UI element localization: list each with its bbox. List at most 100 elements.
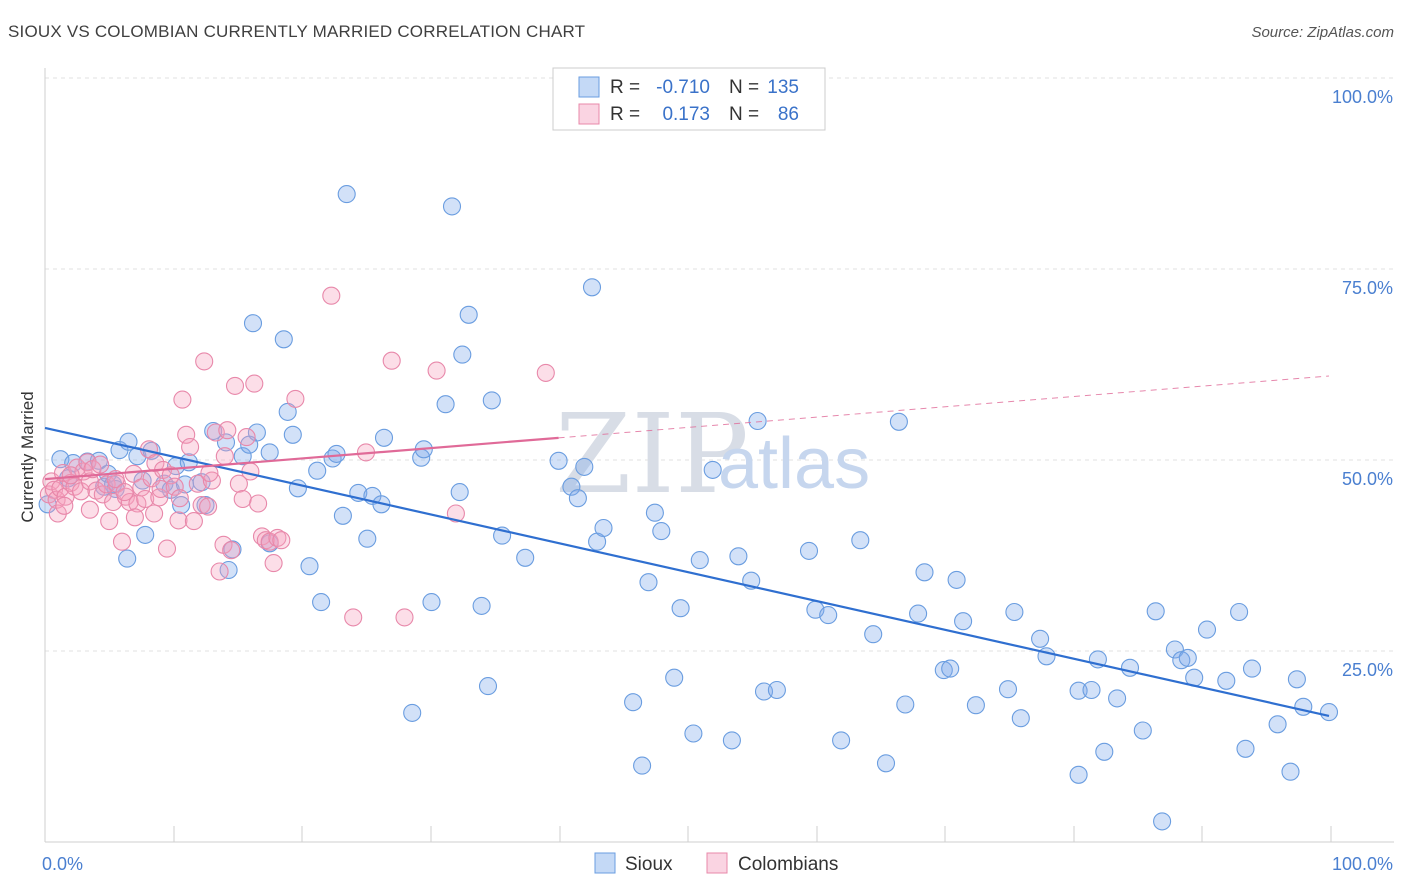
data-point-sioux	[337, 185, 356, 204]
data-point-sioux	[283, 425, 302, 444]
data-point-colombians	[215, 447, 234, 466]
data-point-colombians	[395, 608, 414, 627]
data-point-sioux	[568, 489, 587, 508]
data-point-sioux	[1197, 620, 1217, 639]
data-point-colombians	[286, 389, 305, 408]
legend-r-label-2: R =	[610, 104, 640, 125]
legend-n-value-1: 135	[767, 77, 799, 98]
data-point-sioux	[665, 668, 684, 687]
data-point-colombians	[382, 351, 401, 370]
chart-title: SIOUX VS COLOMBIAN CURRENTLY MARRIED COR…	[8, 22, 586, 41]
data-point-sioux	[436, 395, 455, 414]
data-point-sioux	[472, 596, 491, 615]
data-point-colombians	[157, 539, 177, 558]
data-point-sioux	[819, 606, 838, 625]
data-point-colombians	[427, 361, 446, 380]
data-point-colombians	[206, 423, 225, 442]
data-point-sioux	[1217, 671, 1236, 690]
legend-swatch-colombians	[578, 103, 600, 125]
data-point-sioux	[594, 518, 613, 538]
data-points	[38, 185, 1339, 831]
bottom-legend-label-sioux: Sioux	[625, 854, 673, 875]
data-point-colombians	[145, 504, 164, 523]
data-point-colombians	[272, 531, 291, 550]
data-point-sioux	[767, 680, 786, 700]
legend-r-label-1: R =	[610, 77, 640, 98]
x-tick-label: 0.0%	[42, 854, 83, 874]
trend-line-sioux	[44, 426, 1330, 718]
trend-line-colombians-projection	[558, 375, 1330, 439]
data-point-sioux	[729, 547, 748, 566]
data-point-sioux	[998, 680, 1018, 699]
data-point-sioux	[684, 724, 703, 743]
bottom-legend-label-colombians: Colombians	[738, 854, 838, 875]
legend-n-value-2: 86	[778, 104, 799, 125]
data-point-colombians	[173, 390, 192, 409]
data-point-sioux	[403, 703, 422, 722]
data-point-sioux	[639, 573, 658, 592]
data-point-sioux	[1069, 681, 1088, 700]
data-point-sioux	[954, 612, 973, 631]
data-point-colombians	[80, 500, 99, 519]
axes	[44, 68, 1394, 843]
data-point-sioux	[671, 599, 690, 618]
y-tick-label: 25.0%	[1342, 660, 1393, 680]
data-point-colombians	[237, 428, 256, 447]
data-point-sioux	[652, 522, 671, 541]
data-point-colombians	[536, 363, 555, 382]
data-point-sioux	[1153, 812, 1172, 831]
watermark-atlas: atlas	[718, 424, 870, 504]
data-point-sioux	[1031, 629, 1050, 648]
tick-labels: 100.0% 75.0% 50.0% 25.0% 0.0% 100.0%	[42, 87, 1393, 874]
data-point-sioux	[941, 659, 960, 678]
data-point-colombians	[344, 608, 363, 627]
data-point-colombians	[264, 554, 283, 573]
data-point-colombians	[241, 462, 260, 481]
data-point-sioux	[1011, 709, 1030, 728]
data-point-sioux	[243, 314, 263, 333]
data-point-sioux	[482, 391, 501, 410]
data-point-colombians	[249, 494, 268, 513]
bottom-legend-swatch-colombians	[706, 852, 728, 874]
data-point-sioux	[274, 330, 293, 349]
data-point-colombians	[169, 511, 188, 530]
data-point-colombians	[97, 475, 116, 494]
data-point-sioux	[909, 604, 928, 623]
data-point-sioux	[1236, 739, 1255, 758]
data-point-sioux	[1069, 765, 1088, 784]
data-point-sioux	[118, 549, 137, 568]
stats-legend: R = -0.710 N = 135 R = 0.173 N = 86	[552, 67, 826, 131]
y-tick-label: 75.0%	[1342, 278, 1393, 298]
data-point-sioux	[1082, 680, 1101, 700]
data-point-sioux	[172, 496, 191, 515]
data-point-sioux	[575, 457, 594, 476]
stats-legend-box	[552, 67, 826, 131]
data-point-sioux	[1287, 670, 1306, 689]
data-point-colombians	[322, 286, 341, 305]
data-point-sioux	[516, 548, 535, 567]
data-point-colombians	[136, 489, 155, 509]
legend-n-label-2: N =	[729, 104, 759, 125]
data-point-sioux	[1165, 640, 1184, 659]
data-point-sioux	[1095, 742, 1114, 761]
data-point-sioux	[223, 540, 242, 559]
series-sioux-points	[38, 185, 1339, 831]
series-legend: Sioux Colombians	[594, 852, 838, 875]
data-point-sioux	[247, 423, 266, 442]
data-point-sioux	[333, 506, 352, 525]
data-point-colombians	[112, 532, 132, 551]
data-point-sioux	[624, 693, 643, 712]
trend-lines	[44, 375, 1330, 718]
data-point-colombians	[125, 508, 144, 527]
data-point-colombians	[210, 562, 229, 581]
legend-swatch-sioux	[578, 76, 600, 98]
data-point-colombians	[93, 485, 112, 504]
data-point-sioux	[549, 451, 568, 470]
data-point-sioux	[896, 695, 915, 714]
data-point-sioux	[864, 625, 883, 644]
data-point-sioux	[478, 677, 498, 696]
data-point-sioux	[690, 551, 709, 570]
data-point-colombians	[446, 504, 465, 523]
data-point-sioux	[422, 593, 441, 612]
data-point-colombians	[51, 479, 70, 498]
